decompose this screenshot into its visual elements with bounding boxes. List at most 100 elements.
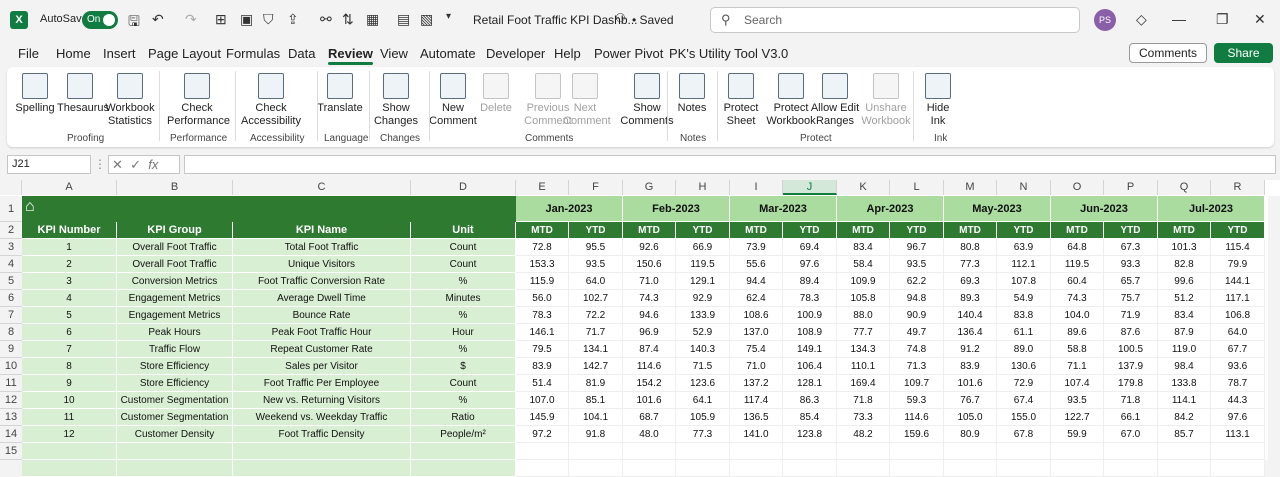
data-cell[interactable]: 77.3 [676,426,730,443]
kpi-number[interactable]: 10 [22,392,117,409]
data-cell[interactable]: 71.8 [1104,392,1158,409]
data-cell[interactable]: 63.9 [997,239,1051,256]
data-cell[interactable]: 48.0 [623,426,676,443]
data-cell[interactable]: 76.7 [944,392,997,409]
data-cell[interactable]: 123.8 [783,426,837,443]
data-cell[interactable]: 110.1 [837,358,890,375]
data-cell[interactable]: 145.9 [516,409,569,426]
kpi-group[interactable]: Customer Segmentation [117,409,233,426]
document-title[interactable]: Retail Foot Traffic KPI Dashb... [473,13,638,27]
empty-cell[interactable] [1104,443,1158,460]
column-header-m[interactable]: M [944,180,997,195]
empty-cell[interactable] [569,443,623,460]
empty-cell[interactable] [837,443,890,460]
empty-cell[interactable] [233,460,411,477]
data-cell[interactable]: 119.5 [676,256,730,273]
row-header[interactable]: 4 [0,256,22,273]
kpi-group[interactable]: Store Efficiency [117,358,233,375]
column-header-g[interactable]: G [623,180,676,195]
formula-icon[interactable]: ⚯ [320,11,332,27]
data-cell[interactable]: 65.7 [1104,273,1158,290]
empty-cell[interactable] [22,460,117,477]
empty-cell[interactable] [890,443,944,460]
data-cell[interactable]: 64.0 [569,273,623,290]
data-cell[interactable]: 89.0 [997,341,1051,358]
ribbon-hide-ink-button[interactable]: Hide Ink [921,73,955,128]
empty-cell[interactable] [730,460,783,477]
empty-cell[interactable] [944,460,997,477]
comments-button[interactable]: Comments [1129,43,1207,63]
data-cell[interactable]: 109.9 [837,273,890,290]
data-cell[interactable]: 137.2 [730,375,783,392]
data-cell[interactable]: 129.1 [676,273,730,290]
data-cell[interactable]: 114.6 [890,409,944,426]
data-cell[interactable]: 119.0 [1158,341,1211,358]
empty-cell[interactable] [1158,460,1211,477]
data-cell[interactable]: 96.7 [890,239,944,256]
column-header-d[interactable]: D [411,180,516,195]
kpi-number[interactable]: 6 [22,324,117,341]
data-cell[interactable]: 137.0 [730,324,783,341]
data-cell[interactable]: 89.3 [944,290,997,307]
kpi-name[interactable]: Repeat Customer Rate [233,341,411,358]
column-header-n[interactable]: N [997,180,1051,195]
data-cell[interactable]: 56.0 [516,290,569,307]
empty-cell[interactable] [117,460,233,477]
data-cell[interactable]: 96.9 [623,324,676,341]
kpi-number[interactable]: 7 [22,341,117,358]
column-header-a[interactable]: A [22,180,117,195]
data-cell[interactable]: 64.0 [1211,324,1265,341]
data-cell[interactable]: 114.1 [1158,392,1211,409]
data-cell[interactable]: 79.9 [1211,256,1265,273]
data-cell[interactable]: 153.3 [516,256,569,273]
data-cell[interactable]: 101.3 [1158,239,1211,256]
empty-cell[interactable] [944,443,997,460]
data-cell[interactable]: 179.8 [1104,375,1158,392]
data-cell[interactable]: 74.3 [1051,290,1104,307]
data-cell[interactable]: 85.4 [783,409,837,426]
ribbon-protect-sheet-button[interactable]: Protect Sheet [719,73,763,128]
undo-icon[interactable]: ↶ [152,11,164,27]
data-cell[interactable]: 140.4 [944,307,997,324]
data-cell[interactable]: 106.8 [1211,307,1265,324]
diamond-icon[interactable]: ◇ [1136,11,1147,27]
empty-cell[interactable] [516,443,569,460]
kpi-unit[interactable]: % [411,273,516,290]
data-cell[interactable]: 106.4 [783,358,837,375]
empty-cell[interactable] [623,443,676,460]
data-cell[interactable]: 94.6 [623,307,676,324]
data-cell[interactable]: 74.3 [623,290,676,307]
data-cell[interactable]: 67.8 [997,426,1051,443]
data-cell[interactable]: 105.9 [676,409,730,426]
data-cell[interactable]: 101.6 [944,375,997,392]
column-header-k[interactable]: K [837,180,890,195]
data-cell[interactable]: 66.1 [1104,409,1158,426]
row-header[interactable]: 1 [0,196,22,222]
column-header-f[interactable]: F [569,180,623,195]
kpi-name[interactable]: Bounce Rate [233,307,411,324]
close-icon[interactable]: ✕ [1254,11,1266,27]
data-cell[interactable]: 136.4 [944,324,997,341]
data-cell[interactable]: 68.7 [623,409,676,426]
data-cell[interactable]: 105.0 [944,409,997,426]
data-cell[interactable]: 64.1 [676,392,730,409]
data-cell[interactable]: 87.4 [623,341,676,358]
data-cell[interactable]: 82.8 [1158,256,1211,273]
row-header[interactable]: 10 [0,358,22,375]
menu-power-pivot[interactable]: Power Pivot [594,46,664,61]
ribbon-unshare-workbook-button[interactable]: Unshare Workbook [861,73,911,128]
empty-cell[interactable] [1158,443,1211,460]
data-cell[interactable]: 114.6 [623,358,676,375]
kpi-number[interactable]: 4 [22,290,117,307]
data-cell[interactable]: 71.5 [676,358,730,375]
data-cell[interactable]: 51.4 [516,375,569,392]
kpi-number[interactable]: 8 [22,358,117,375]
data-cell[interactable]: 80.9 [944,426,997,443]
kpi-number[interactable]: 9 [22,375,117,392]
column-header-i[interactable]: I [730,180,783,195]
ribbon-spelling-button[interactable]: Spelling [15,73,55,115]
data-cell[interactable]: 73.9 [730,239,783,256]
data-cell[interactable]: 150.6 [623,256,676,273]
data-cell[interactable]: 155.0 [997,409,1051,426]
data-cell[interactable]: 133.8 [1158,375,1211,392]
